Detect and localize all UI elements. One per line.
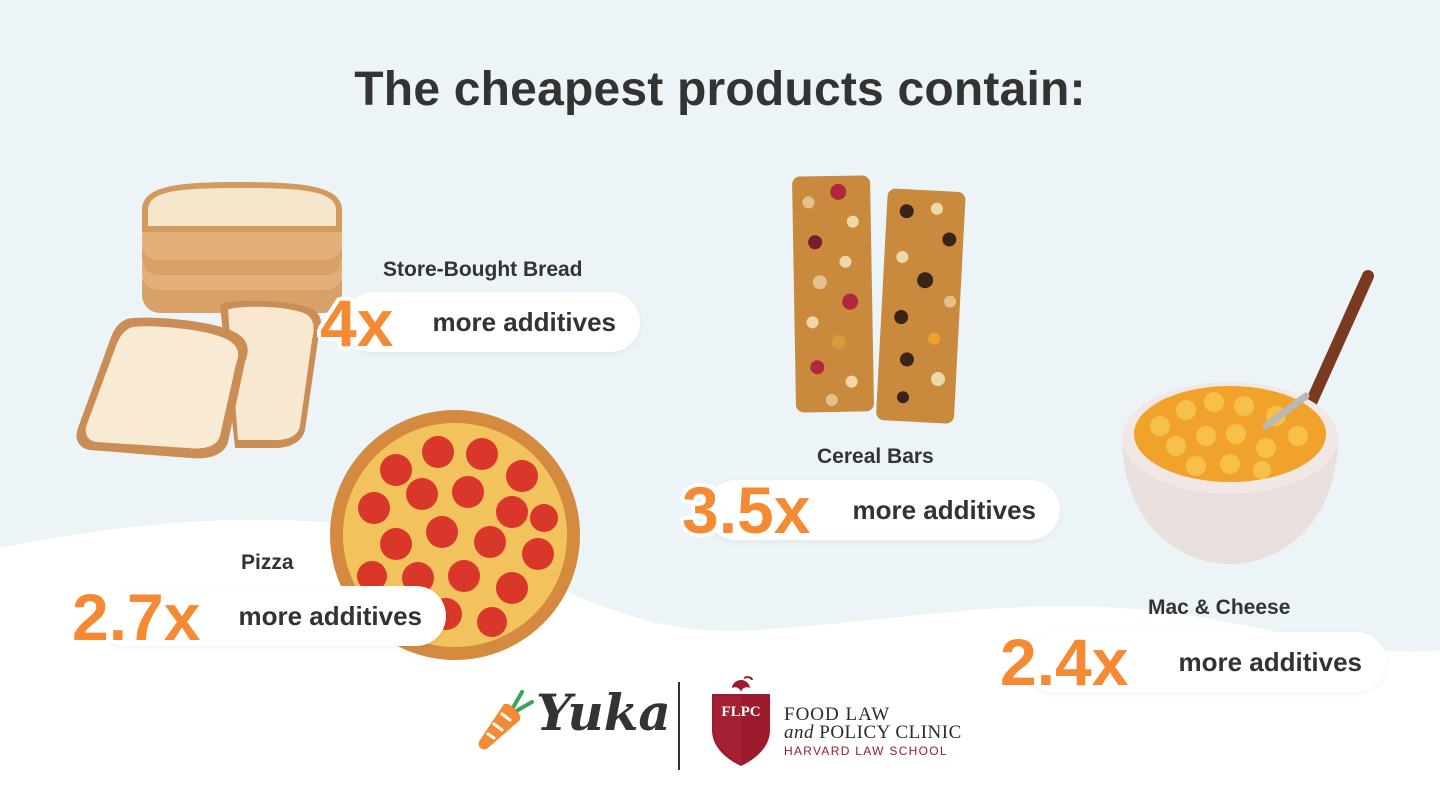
item-multiplier-bread: 4x [320,286,394,360]
item-multiplier-pizza: 2.7x [72,580,201,654]
mac-and-cheese-icon [1122,270,1374,564]
logo-divider [678,682,680,770]
cereal-bars-icon [792,175,966,424]
item-pill-cereal-bars: more additives [706,480,1060,540]
item-multiplier-cereal-bars: 3.5x [682,473,811,547]
item-suffix-mac-and-cheese: more additives [1178,646,1362,677]
item-multiplier-mac-and-cheese: 2.4x [1000,625,1129,699]
flpc-line-2: and POLICY CLINIC [784,722,962,744]
page-title: The cheapest products contain: [354,63,1086,116]
flpc-line-1: FOOD LAW [784,704,891,725]
item-suffix-pizza: more additives [238,600,422,631]
flpc-shield-icon: FLPC [712,676,770,766]
item-label-cereal-bars: Cereal Bars [817,445,934,468]
flpc-line-3: HARVARD LAW SCHOOL [784,744,948,758]
carrot-icon [478,690,534,750]
item-pill-bread: more additives [344,292,640,352]
item-label-bread: Store-Bought Bread [383,258,583,281]
flpc-badge-text: FLPC [721,704,760,720]
bread-icon [76,182,342,459]
flpc-line-2-text: POLICY CLINIC [819,722,962,743]
item-suffix-bread: more additives [432,306,616,337]
item-suffix-cereal-bars: more additives [852,494,1036,525]
item-pill-mac-and-cheese: more additives [1024,632,1386,692]
yuka-logo-text: Yuka [536,683,671,742]
item-label-mac-and-cheese: Mac & Cheese [1148,596,1291,619]
item-label-pizza: Pizza [241,551,294,574]
flpc-and: and [784,722,814,743]
item-pill-pizza: more additives [96,586,446,646]
